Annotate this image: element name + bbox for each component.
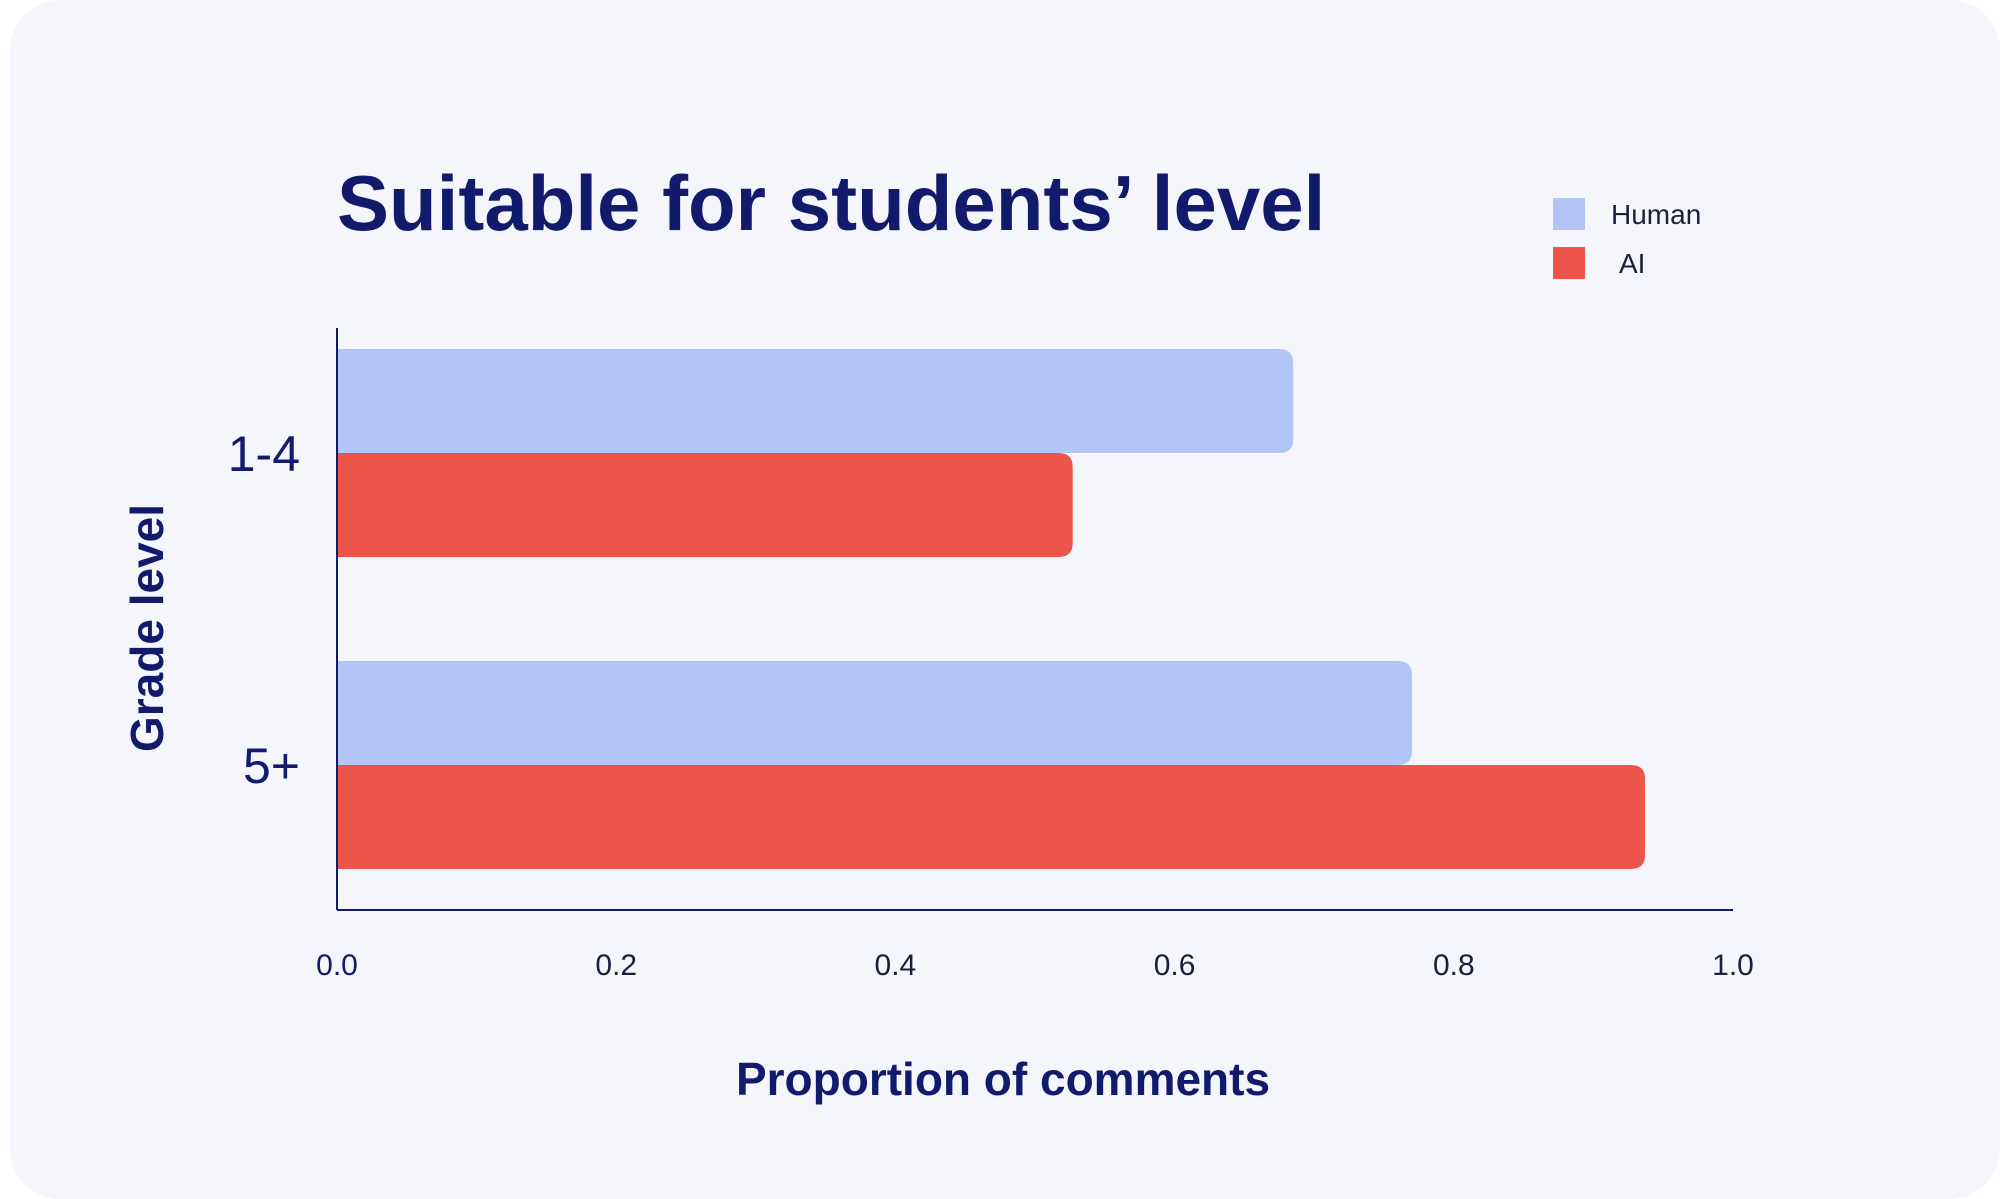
x-tick-labels: 0.0 0.2 0.4 0.6 0.8 1.0 (316, 949, 1754, 982)
x-axis-title: Proportion of comments (736, 1053, 1270, 1105)
bar-human-5+ (337, 661, 1412, 765)
bar-human-1-4 (337, 349, 1294, 453)
category-label-5+: 5+ (243, 738, 300, 794)
bar-ai-1-4 (337, 453, 1073, 557)
x-tick-label-0.6: 0.6 (1154, 949, 1196, 982)
legend-label-human: Human (1611, 199, 1701, 230)
bar-ai-5+ (337, 765, 1646, 869)
chart-title: Suitable for students’ level (337, 159, 1325, 247)
category-labels: 1-4 5+ (228, 426, 300, 794)
y-axis-title: Grade level (121, 504, 173, 752)
x-tick-label-0.4: 0.4 (875, 949, 917, 982)
x-tick-label-1.0: 1.0 (1712, 949, 1754, 982)
bars-group (337, 349, 1646, 869)
legend-label-ai: AI (1619, 248, 1645, 279)
x-tick-label-0.0: 0.0 (316, 949, 358, 982)
legend-swatch-ai (1553, 247, 1585, 279)
legend-swatch-human (1553, 198, 1585, 230)
chart-card (10, 0, 2000, 1199)
category-label-1-4: 1-4 (228, 426, 300, 482)
x-tick-label-0.8: 0.8 (1433, 949, 1475, 982)
x-tick-label-0.2: 0.2 (595, 949, 637, 982)
legend: Human AI (1553, 198, 1701, 279)
